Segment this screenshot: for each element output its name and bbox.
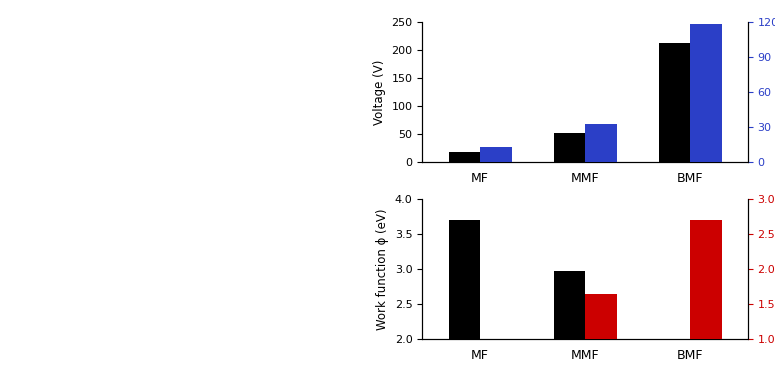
Bar [449,220,480,369]
Bar [480,147,512,162]
Bar [585,294,617,369]
Bar [553,132,585,162]
Bar [449,152,480,162]
Bar [659,339,690,369]
Y-axis label: Work function ϕ (eV): Work function ϕ (eV) [377,208,389,330]
Bar [585,124,617,162]
Bar [690,220,722,369]
Y-axis label: Voltage (V): Voltage (V) [373,59,386,125]
Bar [690,24,722,162]
Bar [553,272,585,369]
Bar [480,339,512,369]
Bar [659,44,690,162]
